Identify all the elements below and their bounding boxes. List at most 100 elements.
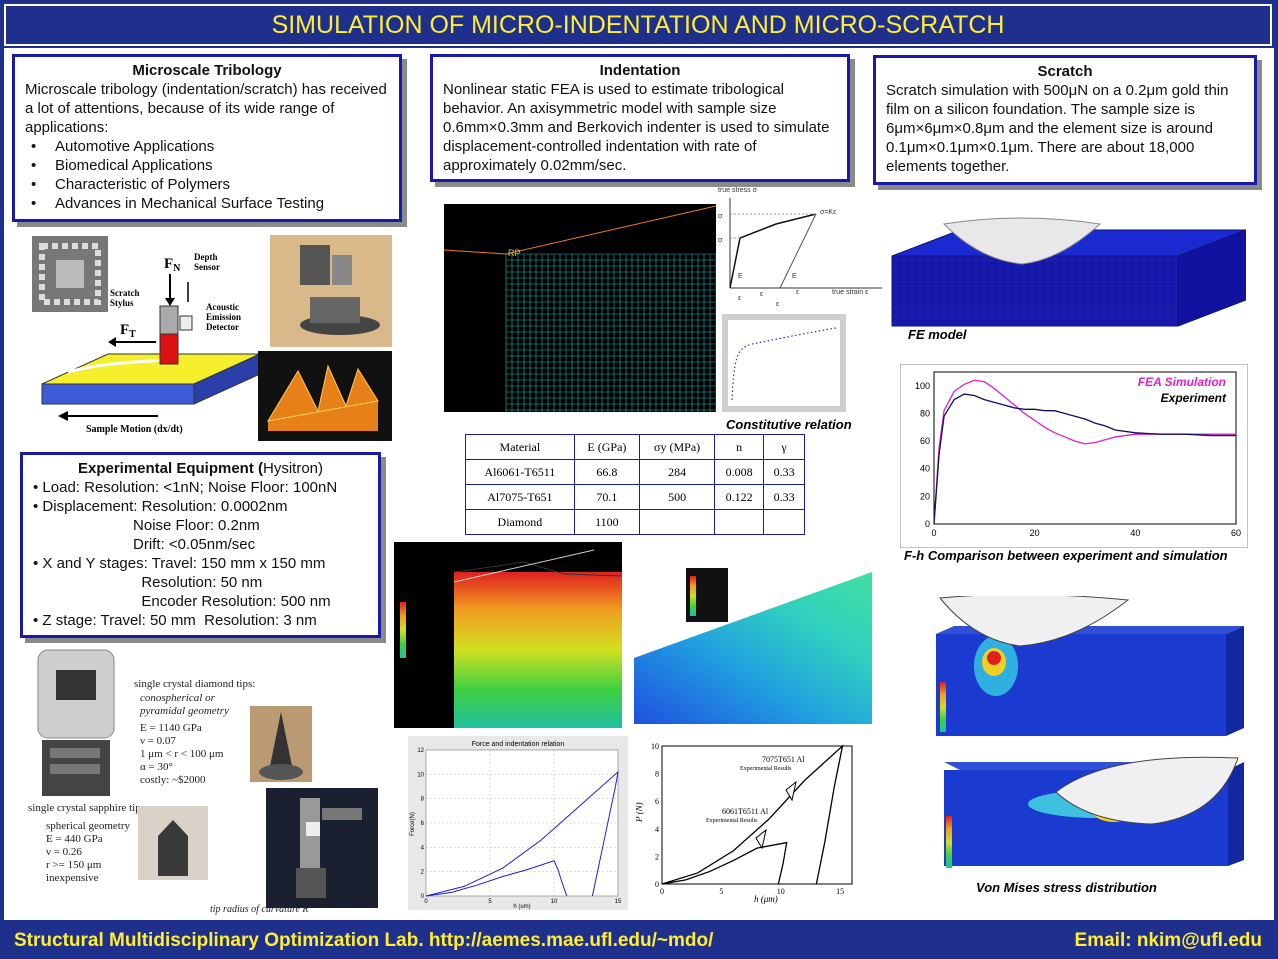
- fn-label: FN: [164, 256, 181, 274]
- table-cell: Al6061-T6511: [465, 459, 575, 485]
- force-chart-ylabel: Force(N): [410, 812, 416, 836]
- rp-label: RP: [508, 248, 521, 258]
- diamond-prop: costly: ~$2000: [140, 774, 206, 786]
- lab-link[interactable]: Structural Multidisciplinary Optimizatio…: [14, 930, 714, 951]
- table-cell: 500: [639, 484, 716, 510]
- ph-label-6061: 6061T6511 Al: [722, 807, 769, 816]
- scratch-text: Scratch simulation with 500μN on a 0.2μm…: [886, 82, 1229, 175]
- strain-label: ε: [776, 301, 779, 308]
- tribology-box: Microscale Tribology Microscale tribolog…: [12, 54, 402, 222]
- list-item: Automotive Applications: [25, 137, 389, 156]
- equipment-heading: Experimental Equipment (Hysitron): [33, 459, 368, 478]
- y-tick-label: 100: [915, 381, 930, 391]
- strain-label: ε: [760, 291, 763, 298]
- x-tick-label: 5: [719, 887, 723, 896]
- fh-legend-sim: FEA Simulation: [1138, 375, 1226, 389]
- table-cell: 0.122: [714, 484, 765, 510]
- material-table: Material E (GPa) σy (MPa) n γ Al6061-T65…: [465, 434, 805, 535]
- table-cell: 1100: [573, 509, 641, 535]
- sapphire-tip-photo: [138, 806, 208, 880]
- poster-title: SIMULATION OF MICRO-INDENTATION AND MICR…: [4, 4, 1272, 46]
- ph-label-exp: Experimental Results: [706, 818, 758, 824]
- indenter-stress-contour: [630, 568, 872, 724]
- x-tick-label: 40: [1130, 528, 1140, 538]
- series-line-1: [425, 860, 568, 897]
- x-tick-label: 5: [488, 899, 492, 905]
- x-tick-label: 10: [551, 899, 558, 905]
- table-cell: 0.33: [763, 459, 805, 485]
- y-tick-label: 8: [655, 770, 659, 779]
- spec-line: • Z stage: Travel: 50 mm Resolution: 3 n…: [33, 612, 317, 629]
- x-tick-label: 15: [615, 899, 622, 905]
- table-row: Diamond 1100: [465, 509, 805, 535]
- diamond-prop: E = 1140 GPa: [140, 722, 202, 734]
- col-header: σy (MPa): [639, 434, 716, 460]
- y-tick-label: 6: [655, 797, 659, 806]
- diamond-props: E = 1140 GPa ν = 0.07 1 μm < r < 100 μm …: [140, 722, 223, 787]
- fh-comparison-chart: 0 20 40 60 0 20 40 60 80 100 FEA Simulation Exper…: [900, 364, 1248, 548]
- table-cell: [763, 509, 805, 535]
- modulus-label: E: [792, 273, 797, 280]
- y-tick-label: 20: [920, 491, 930, 501]
- table-cell: 66.8: [573, 459, 641, 485]
- strain-label: ε: [738, 295, 741, 302]
- tribology-text: Microscale tribology (indentation/scratc…: [25, 81, 387, 136]
- equipment-heading-brand: Hysitron): [263, 460, 324, 477]
- hysitron-machine-photo: [37, 649, 115, 796]
- table-header: Material E (GPa) σy (MPa) n γ: [465, 434, 805, 460]
- ph-label-7075: 7075T651 Al: [762, 755, 805, 764]
- sample-motion-label: Sample Motion (dx/dt): [86, 424, 183, 435]
- force-chart-xlabel: h (um): [513, 904, 530, 910]
- indentation-heading: Indentation: [599, 62, 681, 79]
- y-tick-label: 0: [421, 894, 425, 900]
- y-tick-label: 8: [421, 797, 425, 803]
- ae-detector-label: Acoustic Emission Detector: [206, 302, 241, 332]
- indentation-stress-contour: [394, 542, 622, 728]
- table-cell: [639, 509, 716, 535]
- sapphire-prop: ν = 0.26: [46, 846, 82, 858]
- x-tick-label: 0: [931, 528, 936, 538]
- ph-chart-ylabel: P (N): [636, 802, 644, 823]
- von-mises-caption: Von Mises stress distribution: [976, 880, 1157, 895]
- tip-radius-note: tip radius of curvature R: [210, 904, 309, 915]
- table-cell: Al7075-T651: [465, 484, 575, 510]
- table-cell: 284: [639, 459, 716, 485]
- y-tick-label: 40: [920, 464, 930, 474]
- stress-axis-label: true stress σ: [718, 187, 758, 194]
- col-header: γ: [763, 434, 805, 460]
- series-line-7075: [661, 744, 844, 885]
- scratch-heading: Scratch: [1037, 63, 1093, 80]
- x-tick-label: 0: [660, 887, 664, 896]
- series-line-fea: [933, 379, 1236, 525]
- spec-line: • Displacement: Resolution: 0.0002nm: [33, 498, 288, 515]
- sigma-label: σ: [718, 237, 723, 244]
- spec-line: Encoder Resolution: 500 nm: [33, 593, 331, 610]
- equipment-heading-bold: Experimental Equipment (: [77, 460, 264, 477]
- y-tick-label: 2: [655, 852, 659, 861]
- indentation-box: Indentation Nonlinear static FEA is used…: [430, 54, 850, 182]
- y-tick-label: 12: [417, 748, 424, 754]
- y-tick-label: 0: [925, 519, 930, 529]
- depth-sensor-label: Depth Sensor: [194, 252, 220, 272]
- email-link[interactable]: Email: nkim@ufl.edu: [1074, 930, 1262, 951]
- table-cell: 0.33: [763, 484, 805, 510]
- sapphire-tips-title: single crystal sapphire tips:: [28, 802, 149, 814]
- indenter-photo: [270, 235, 392, 347]
- x-tick-label: 15: [836, 887, 844, 896]
- series-line-6061: [661, 841, 788, 885]
- fe-model-caption: FE model: [908, 327, 967, 342]
- sapphire-prop: spherical geometry: [46, 820, 130, 832]
- series-line-2: [425, 770, 619, 897]
- ft-label: FT: [120, 322, 136, 340]
- sapphire-prop: r >= 150 μm: [46, 859, 102, 871]
- y-tick-label: 4: [655, 825, 659, 834]
- diamond-tip-photo: [250, 706, 312, 782]
- diamond-tips-title: single crystal diamond tips:: [134, 678, 256, 690]
- sapphire-props: spherical geometry E = 440 GPa ν = 0.26 …: [46, 820, 130, 885]
- y-tick-label: 4: [421, 845, 425, 851]
- y-tick-label: 10: [417, 772, 424, 778]
- list-item: Characteristic of Polymers: [25, 175, 389, 194]
- series-line-experiment: [933, 393, 1236, 525]
- force-indentation-chart: Force and indentation relation 0 5 10 15 0 2 4…: [408, 736, 628, 910]
